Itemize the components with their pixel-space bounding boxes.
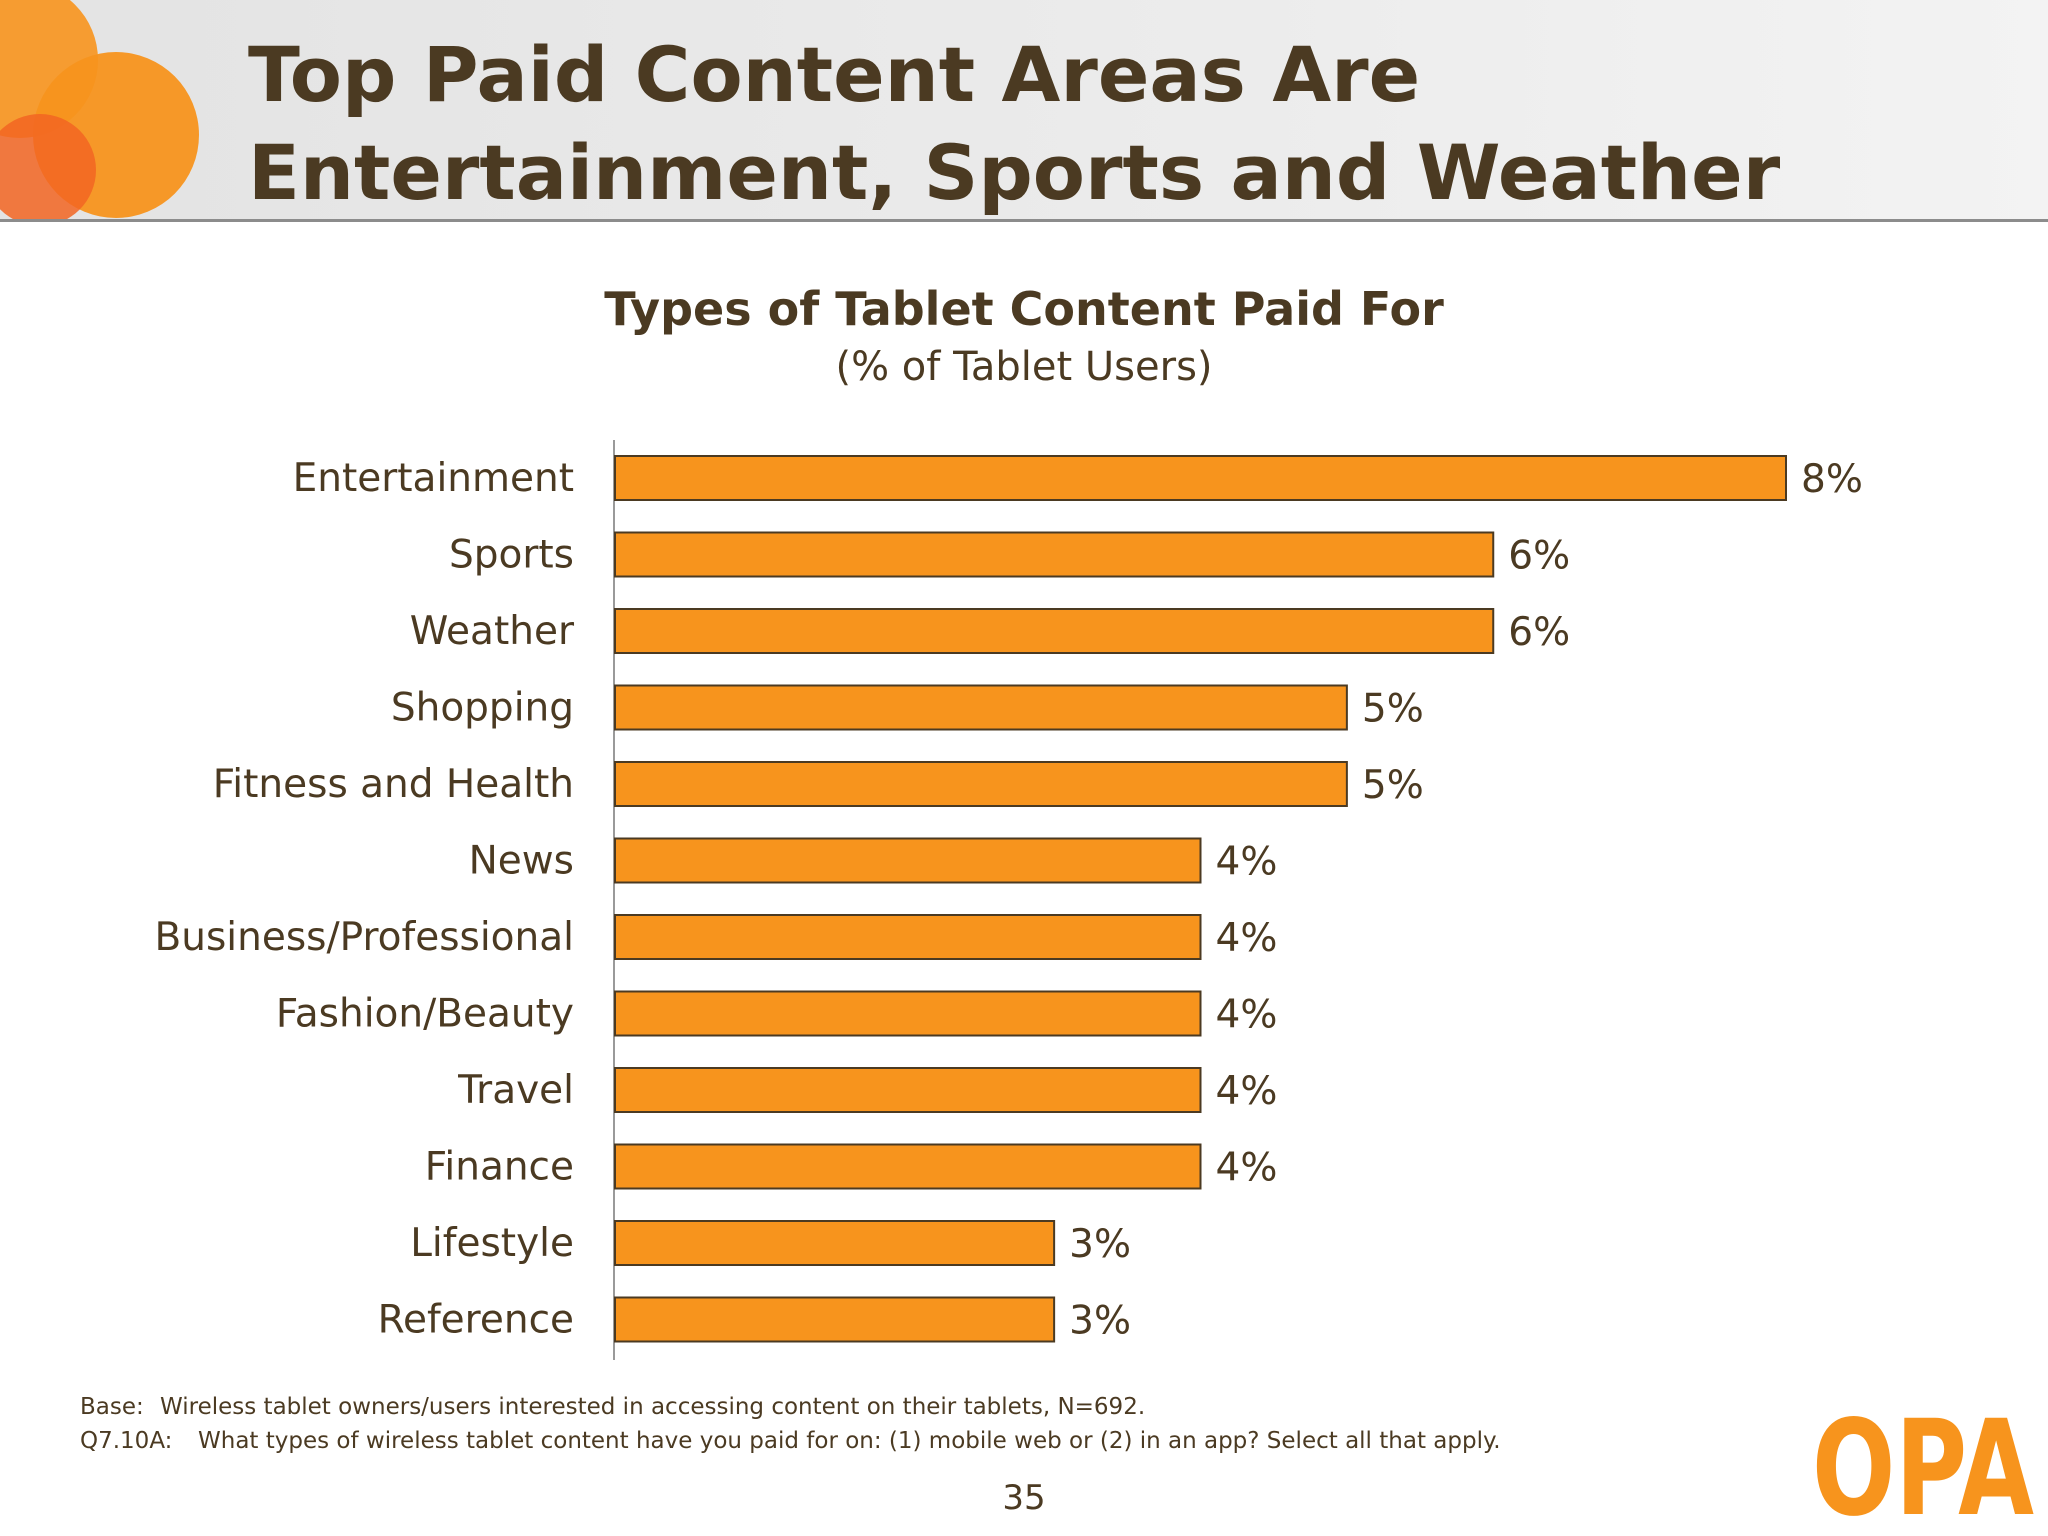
value-label: 8% [1801, 457, 1863, 502]
bar [614, 837, 1202, 884]
category-label: Reference [378, 1298, 574, 1343]
value-label: 6% [1508, 534, 1570, 579]
category-label: Travel [457, 1068, 574, 1113]
bar [614, 608, 1495, 654]
chart-title: Types of Tablet Content Paid For [604, 282, 1444, 336]
decorative-circles-icon [0, 0, 199, 219]
category-label: Sports [449, 533, 574, 578]
slide-header: Top Paid Content Areas Are Entertainment… [0, 0, 2048, 222]
footnote-base-text: Wireless tablet owners/users interested … [160, 1394, 1146, 1420]
category-label: Fitness and Health [213, 762, 574, 807]
value-label: 3% [1069, 1222, 1131, 1267]
bar-chart: Entertainment 8% Sports 6% Weather 6% Shopping… [155, 440, 1863, 1360]
category-label: Shopping [391, 686, 574, 731]
bar [614, 1220, 1056, 1266]
footnote-base: Base: Wireless tablet owners/users intere… [80, 1394, 1780, 1420]
footnote-question-key: Q7.10A: [80, 1428, 173, 1454]
value-label: 4% [1216, 993, 1278, 1038]
footnote-question-text: What types of wireless tablet content ha… [198, 1428, 1501, 1454]
orange-circle-top [0, 0, 98, 138]
red-circle-overlap [0, 114, 96, 219]
bar [614, 684, 1348, 731]
bar [614, 455, 1787, 501]
page-number: 35 [1002, 1478, 1046, 1518]
category-label: Fashion/Beauty [276, 992, 574, 1037]
category-label: Weather [410, 609, 575, 654]
category-label: Finance [425, 1145, 574, 1190]
value-label: 6% [1508, 610, 1570, 655]
value-label: 4% [1216, 1069, 1278, 1114]
bar [614, 531, 1495, 578]
slide-title: Top Paid Content Areas Are Entertainment… [248, 30, 1781, 217]
category-label: Lifestyle [410, 1221, 574, 1266]
bar [614, 1296, 1056, 1343]
bar [614, 1143, 1202, 1190]
category-label: Business/Professional [155, 915, 575, 960]
bar [614, 1067, 1202, 1113]
footnote-base-key: Base: [80, 1394, 144, 1420]
value-label: 3% [1069, 1299, 1131, 1344]
footnote-question: Q7.10A: What types of wireless tablet con… [80, 1428, 1780, 1454]
value-label: 5% [1362, 763, 1424, 808]
value-label: 4% [1216, 916, 1278, 961]
value-label: 4% [1216, 840, 1278, 885]
category-label: Entertainment [293, 456, 574, 501]
value-label: 5% [1362, 687, 1424, 732]
bar [614, 761, 1348, 807]
bar [614, 914, 1202, 960]
bar [614, 990, 1202, 1037]
category-label: News [469, 839, 574, 884]
value-label: 4% [1216, 1146, 1278, 1191]
opa-logo-text: OPA [1812, 1392, 2034, 1522]
opa-logo: OPA [1812, 1392, 2034, 1522]
chart-subtitle: (% of Tablet Users) [835, 344, 1213, 390]
